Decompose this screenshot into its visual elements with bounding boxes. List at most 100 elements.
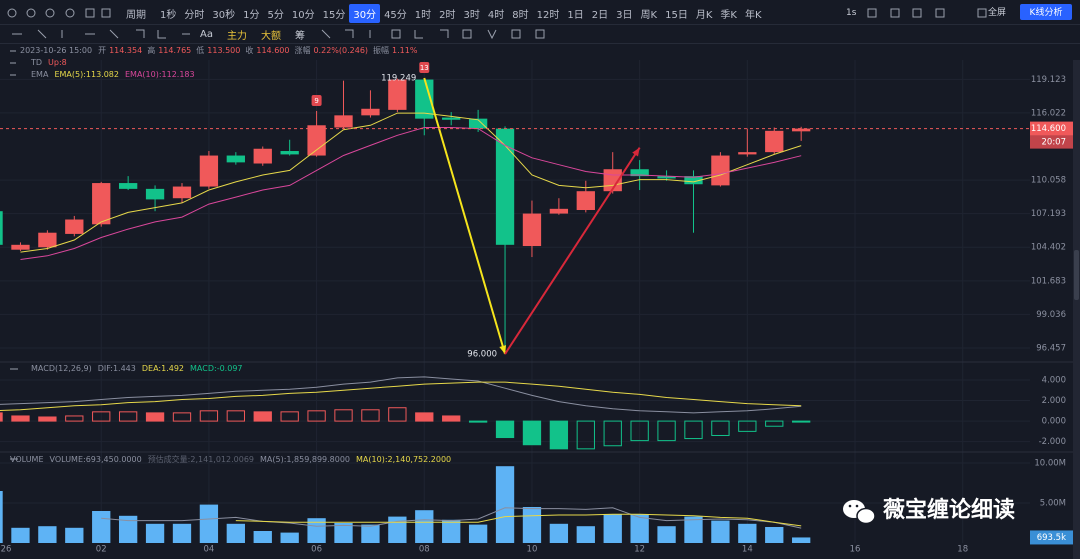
analysis-button-bg[interactable] — [1020, 4, 1072, 20]
macd-bar — [442, 415, 461, 422]
volume-bar — [0, 491, 3, 543]
td-badge-label: 9 — [314, 97, 318, 105]
macd-bar — [280, 411, 299, 422]
candle-body — [334, 115, 353, 128]
candle-body — [765, 130, 784, 153]
volume-bar — [442, 519, 461, 543]
candle-body — [388, 79, 407, 110]
volume-bar — [576, 526, 595, 543]
legend-entry: DIF:1.443 — [97, 364, 136, 373]
macd-bar — [226, 410, 245, 422]
legend-entry: MA(5):1,859,899.8000 — [260, 455, 351, 464]
volume-bar — [468, 524, 488, 543]
period-option[interactable]: 年K — [744, 9, 762, 21]
period-option[interactable]: 3时 — [463, 9, 480, 21]
fullscreen[interactable]: 全屏 — [988, 6, 1006, 18]
volume-bar — [280, 532, 299, 543]
period-option[interactable]: 2日 — [591, 9, 609, 21]
volume-bar — [145, 523, 165, 543]
legend-entry: VOLUME:693,450.0000 — [49, 455, 142, 464]
volume-bar — [738, 523, 757, 543]
scrollbar-thumb[interactable] — [1074, 250, 1079, 300]
period-option[interactable]: 分时 — [184, 9, 205, 21]
candle-body — [738, 152, 757, 155]
period-option[interactable]: 1秒 — [160, 9, 177, 21]
volume-bar — [65, 527, 84, 543]
macd-bar — [92, 411, 111, 422]
period-option[interactable]: 周K — [640, 9, 658, 21]
y-tick-label: 2.000 — [1042, 396, 1066, 406]
candle-body — [145, 188, 165, 200]
tool[interactable]: 主力 — [226, 30, 247, 42]
y-tick-label: 0.000 — [1042, 417, 1066, 427]
volume-current-label: 693.5k — [1037, 533, 1066, 543]
legend-entry: MA(10):2,140,752.2000 — [356, 455, 452, 464]
period-option[interactable]: 45分 — [384, 9, 407, 21]
period-option[interactable]: 12时 — [536, 9, 560, 21]
period-option[interactable]: 30秒 — [212, 9, 236, 21]
period-option[interactable]: 季K — [720, 9, 737, 21]
x-tick-label: 02 — [96, 545, 107, 555]
x-tick-label: 18 — [957, 545, 968, 555]
watermark-text: 薇宝缠论细读 — [883, 497, 1015, 523]
volume-bar — [307, 518, 326, 543]
period-title[interactable]: 周期 — [126, 9, 146, 21]
period-option[interactable]: 1时 — [414, 9, 432, 21]
volume-tag — [1030, 530, 1073, 545]
period-option[interactable]: 2时 — [439, 9, 456, 21]
period-option[interactable]: 15日 — [665, 9, 688, 21]
info-label: 低 — [196, 46, 205, 55]
current-price-label: 114.600 — [1031, 124, 1066, 134]
macd-bar — [549, 420, 569, 450]
legend-entry: EMA(5):113.082 — [54, 70, 119, 79]
macd-bar — [118, 411, 138, 422]
period-option[interactable]: 15分 — [322, 9, 346, 21]
period-option[interactable]: 30分 — [349, 3, 381, 23]
macd-bar — [792, 420, 811, 423]
arrow-head — [632, 147, 640, 157]
volume-bar — [361, 524, 380, 543]
period-option[interactable]: 1分 — [243, 9, 260, 21]
plot-area: 13 9 — [0, 60, 1030, 543]
info-value: 1.11% — [392, 46, 418, 55]
indicator-line — [0, 381, 802, 412]
period-option[interactable]: 5分 — [267, 9, 284, 21]
candle-body — [495, 128, 515, 245]
period-option[interactable]: 3日 — [616, 9, 633, 21]
x-tick-label: 14 — [742, 545, 753, 555]
macd-bar — [361, 409, 380, 422]
candle-body — [226, 155, 245, 163]
tool[interactable]: 大额 — [260, 30, 281, 42]
period-option[interactable]: 8时 — [512, 9, 529, 21]
volume-bar — [522, 507, 542, 543]
trend-arrow — [423, 77, 506, 355]
tool[interactable]: 筹 — [294, 30, 305, 42]
period-option[interactable]: 4时 — [487, 9, 505, 21]
arrow-head — [499, 345, 507, 355]
y-tick-label: 4.000 — [1042, 376, 1066, 386]
legend-entry: EMA(10):112.183 — [124, 70, 195, 79]
candle-body — [576, 191, 595, 211]
volume-bar — [711, 520, 730, 543]
period-option[interactable]: 1日 — [567, 9, 584, 21]
indicator-line — [235, 513, 802, 527]
scrollbar[interactable] — [1073, 60, 1080, 559]
info-time: 2023-10-26 15:00 — [20, 46, 93, 55]
analysis-button[interactable]: K线分析 — [1030, 6, 1063, 18]
macd-bar — [11, 415, 30, 422]
period-option[interactable]: 月K — [695, 9, 713, 21]
current-price-tag — [1030, 121, 1073, 136]
macd-bar — [765, 420, 784, 427]
info-label: 振幅 — [373, 46, 390, 55]
y-tick-label: 104.402 — [1031, 243, 1066, 253]
volume-bar — [765, 527, 784, 543]
y-tick-label: 119.123 — [1031, 75, 1066, 85]
speed[interactable]: 1s — [846, 8, 857, 18]
macd-bar — [415, 412, 434, 422]
tool[interactable]: Aa — [200, 28, 213, 40]
macd-bar — [334, 409, 353, 422]
period-option[interactable]: 10分 — [291, 9, 315, 21]
y-tick-label: 96.457 — [1036, 343, 1066, 353]
indicator-line — [20, 112, 802, 253]
candle-body — [307, 125, 326, 156]
